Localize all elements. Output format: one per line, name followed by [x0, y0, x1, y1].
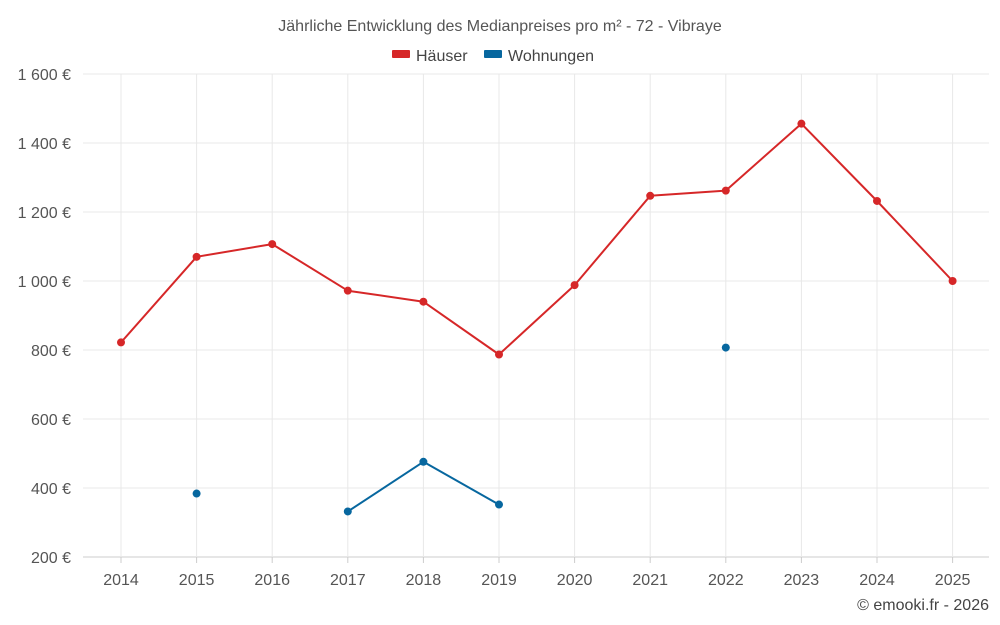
data-point-haeuser-2018[interactable]: [419, 297, 428, 306]
y-tick-label-600: 600 €: [31, 412, 71, 429]
data-point-haeuser-2022[interactable]: [721, 186, 730, 195]
data-point-haeuser-2020[interactable]: [570, 281, 579, 290]
x-tick-label-2016: 2016: [254, 572, 290, 589]
legend-label-wohnungen[interactable]: Wohnungen: [508, 48, 594, 65]
footer-credit: © emooki.fr - 2026: [857, 597, 989, 614]
legend: Häuser Wohnungen: [392, 48, 594, 65]
data-point-haeuser-2017[interactable]: [343, 286, 352, 295]
y-tick-label-1600: 1 600 €: [18, 67, 71, 84]
legend-label-haeuser[interactable]: Häuser: [416, 48, 468, 65]
data-point-wohnungen-2018[interactable]: [419, 457, 428, 466]
x-tick-label-2015: 2015: [179, 572, 215, 589]
data-point-wohnungen-2017[interactable]: [343, 507, 352, 516]
series-line-haeuser-0: [120, 122, 954, 356]
data-point-haeuser-2023[interactable]: [797, 119, 806, 128]
data-point-haeuser-2021[interactable]: [646, 191, 655, 200]
y-tick-label-200: 200 €: [31, 550, 71, 567]
series-wohnungen: [192, 343, 730, 516]
data-point-haeuser-2016[interactable]: [268, 240, 277, 249]
y-tick-label-800: 800 €: [31, 343, 71, 360]
x-tick-label-2019: 2019: [481, 572, 517, 589]
y-tick-label-1200: 1 200 €: [18, 205, 71, 222]
data-point-haeuser-2025[interactable]: [948, 277, 957, 285]
chart-title: Jährliche Entwicklung des Medianpreises …: [278, 18, 722, 35]
grid: [83, 73, 989, 563]
x-tick-label-2023: 2023: [784, 572, 820, 589]
x-tick-label-2017: 2017: [330, 572, 366, 589]
data-point-wohnungen-2019[interactable]: [495, 500, 503, 509]
y-tick-label-400: 400 €: [31, 481, 71, 498]
data-point-haeuser-2024[interactable]: [873, 196, 881, 205]
series-layer: [117, 119, 957, 516]
x-tick-label-2020: 2020: [557, 572, 593, 589]
y-tick-label-1000: 1 000 €: [18, 274, 71, 291]
y-axis-tick-labels: 200 € 400 € 600 € 800 € 1 000 € 1 200 € 1 400 …: [18, 67, 71, 567]
data-point-haeuser-2015[interactable]: [192, 252, 201, 261]
data-point-haeuser-2014[interactable]: [117, 338, 125, 347]
data-point-wohnungen-2022[interactable]: [721, 343, 730, 352]
x-tick-label-2021: 2021: [632, 572, 668, 589]
x-tick-label-2018: 2018: [406, 572, 442, 589]
legend-swatch-haeuser: [392, 50, 410, 58]
x-tick-label-2025: 2025: [935, 572, 971, 589]
x-tick-label-2022: 2022: [708, 572, 744, 589]
x-tick-label-2024: 2024: [859, 572, 895, 589]
x-tick-label-2014: 2014: [103, 572, 139, 589]
series-haeuser: [117, 119, 957, 359]
legend-swatch-wohnungen: [484, 50, 502, 58]
y-tick-label-1400: 1 400 €: [18, 136, 71, 153]
x-axis-tick-labels: 2014 2015 2016 2017 2018 2019 2020 2021 2022 2023…: [103, 572, 970, 589]
data-point-wohnungen-2015[interactable]: [192, 489, 201, 498]
data-point-haeuser-2019[interactable]: [495, 350, 503, 359]
